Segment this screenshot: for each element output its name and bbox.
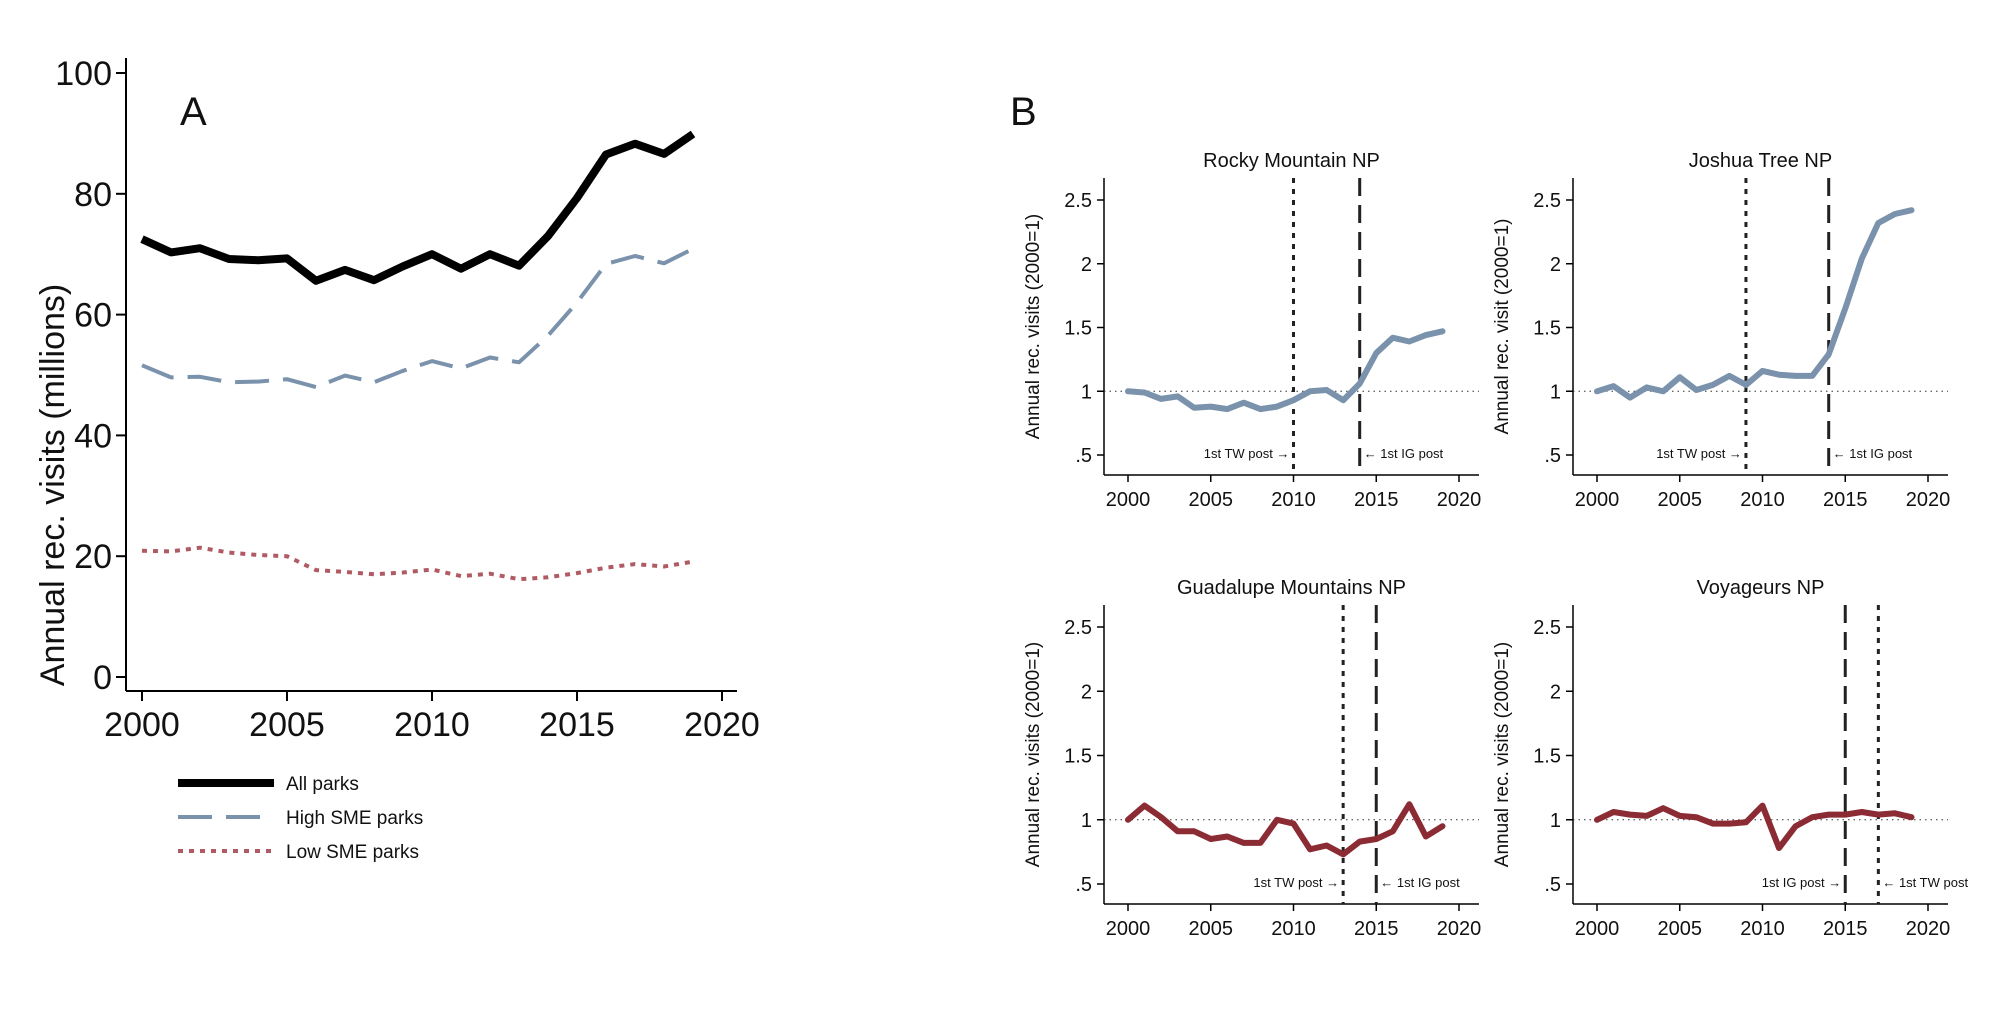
x-tick-label: 2000: [1106, 489, 1151, 511]
y-tick-label: 2.5: [1064, 617, 1092, 639]
series-line-1: [140, 130, 696, 285]
small-multiple-4: Voyageurs NP Annual rec. visits (2000=1).…: [1492, 577, 1968, 940]
series-line-2: [141, 247, 694, 390]
y-tick-label: 2: [1550, 681, 1561, 703]
subplot-title: Voyageurs NP: [1697, 577, 1825, 599]
event-label-2: ← 1st IG post: [1364, 446, 1444, 461]
y-tick-label: 0: [93, 659, 112, 697]
y-tick-label: 2: [1081, 254, 1092, 276]
y-tick-label: 100: [55, 55, 112, 93]
panel-a: A Annual rec. visits (millions) 0 20 40 60 8…: [34, 55, 760, 863]
subplot-y-axis-label: Annual rec. visits (2000=1): [1023, 642, 1044, 867]
x-tick-label: 2010: [1740, 918, 1785, 940]
y-tick-label: .5: [1075, 874, 1092, 896]
y-tick-label: 1: [1550, 810, 1561, 832]
y-tick-label: 2: [1081, 681, 1092, 703]
series-line: [1594, 207, 1915, 401]
y-tick-label: .5: [1544, 874, 1561, 896]
subplot-title: Joshua Tree NP: [1689, 150, 1832, 172]
legend-label-1: All parks: [286, 774, 359, 795]
y-tick-label: 80: [74, 176, 112, 214]
x-tick-label: 2020: [1906, 489, 1951, 511]
subplot-title: Guadalupe Mountains NP: [1177, 577, 1406, 599]
series-line: [1125, 801, 1446, 858]
y-tick-label: 2.5: [1533, 617, 1561, 639]
x-tick-label: 2005: [1189, 918, 1234, 940]
x-tick-label: 2000: [1106, 918, 1151, 940]
event-label-1: 1st TW post →: [1656, 446, 1742, 461]
y-tick-label: 1: [1550, 381, 1561, 403]
event-label-1: 1st TW post →: [1204, 446, 1290, 461]
x-tick-label: 2000: [1575, 918, 1620, 940]
x-tick-label: 2020: [1437, 489, 1482, 511]
event-label-2: ← 1st TW post: [1882, 875, 1968, 890]
x-tick-label: 2020: [684, 706, 760, 744]
x-tick-label: 2005: [1658, 489, 1703, 511]
y-tick-label: 60: [74, 297, 112, 335]
x-tick-label: 2020: [1437, 918, 1482, 940]
subplot-y-axis-label: Annual rec. visits (2000=1): [1492, 642, 1513, 867]
series-line: [1125, 328, 1446, 413]
y-tick-label: 40: [74, 417, 112, 455]
event-label-2: ← 1st IG post: [1833, 446, 1913, 461]
series-line: [1594, 802, 1915, 851]
x-tick-label: 2015: [1354, 489, 1399, 511]
event-label-1: 1st TW post →: [1253, 875, 1339, 890]
legend-label-3: Low SME parks: [286, 842, 419, 863]
small-multiple-2: Joshua Tree NP Annual rec. visit (2000=1)…: [1492, 150, 1950, 511]
subplot-y-axis-label: Annual rec. visit (2000=1): [1492, 219, 1513, 435]
y-tick-label: 1.5: [1533, 746, 1561, 768]
small-multiple-1: Rocky Mountain NP Annual rec. visits (200…: [1023, 150, 1481, 511]
series-line-3: [141, 545, 694, 582]
x-tick-label: 2015: [1823, 918, 1868, 940]
x-tick-label: 2010: [1271, 489, 1316, 511]
event-label-2: ← 1st IG post: [1380, 875, 1460, 890]
x-tick-label: 2010: [394, 706, 470, 744]
y-tick-label: 1.5: [1064, 746, 1092, 768]
y-tick-label: 1.5: [1533, 318, 1561, 340]
small-multiple-3: Guadalupe Mountains NP Annual rec. visits…: [1023, 577, 1481, 940]
x-tick-label: 2005: [1658, 918, 1703, 940]
panel-a-y-axis-label: Annual rec. visits (millions): [34, 284, 72, 686]
x-tick-label: 2015: [1354, 918, 1399, 940]
subplot-title: Rocky Mountain NP: [1203, 150, 1380, 172]
panel-a-label: A: [180, 90, 207, 134]
y-tick-label: 2.5: [1533, 190, 1561, 212]
x-tick-label: 2000: [1575, 489, 1620, 511]
x-tick-label: 2015: [539, 706, 615, 744]
y-tick-label: 20: [74, 538, 112, 576]
x-tick-label: 2005: [249, 706, 325, 744]
y-tick-label: 1.5: [1064, 318, 1092, 340]
x-tick-label: 2000: [104, 706, 180, 744]
y-tick-label: .5: [1544, 445, 1561, 467]
x-tick-label: 2015: [1823, 489, 1868, 511]
x-tick-label: 2020: [1906, 918, 1951, 940]
y-tick-label: .5: [1075, 445, 1092, 467]
y-tick-label: 2: [1550, 254, 1561, 276]
panel-b-label: B: [1010, 90, 1037, 134]
y-tick-label: 1: [1081, 810, 1092, 832]
event-label-1: 1st IG post →: [1762, 875, 1841, 890]
legend-label-2: High SME parks: [286, 808, 423, 829]
subplot-y-axis-label: Annual rec. visits (2000=1): [1023, 214, 1044, 439]
y-tick-label: 1: [1081, 381, 1092, 403]
y-tick-label: 2.5: [1064, 190, 1092, 212]
panel-b: B Rocky Mountain NP Annual rec. visits (2…: [1010, 90, 1968, 940]
x-tick-label: 2010: [1740, 489, 1785, 511]
x-tick-label: 2005: [1189, 489, 1234, 511]
x-tick-label: 2010: [1271, 918, 1316, 940]
